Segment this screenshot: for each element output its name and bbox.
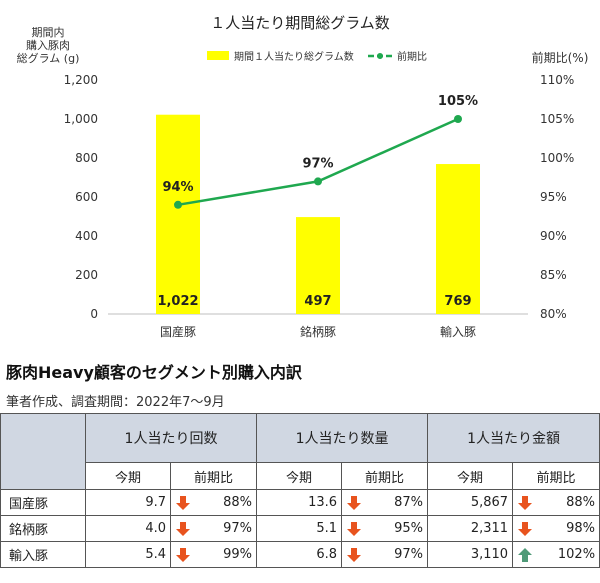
y-tick-right: 90% bbox=[540, 229, 567, 243]
down-arrow-icon bbox=[518, 521, 533, 536]
current-value: 5.4 bbox=[85, 541, 171, 568]
y-tick-left: 1,200 bbox=[64, 73, 98, 87]
current-value: 5,867 bbox=[427, 489, 514, 516]
segment-table: 1人当たり回数 1人当たり数量 1人当たり金額 今期 前期比 今期 前期比 今期… bbox=[0, 413, 600, 568]
change-value: 88% bbox=[223, 495, 253, 510]
y-tick-right: 105% bbox=[540, 112, 574, 126]
y-axis-left-label: 総グラム (g) bbox=[17, 51, 80, 65]
down-arrow-icon bbox=[518, 495, 533, 510]
down-arrow-icon bbox=[176, 547, 190, 562]
y-tick-left: 800 bbox=[75, 151, 98, 165]
down-arrow-icon bbox=[176, 495, 190, 510]
y-tick-right: 100% bbox=[540, 151, 574, 165]
table-row: 輸入豚 5.4 99% 6.8 97% 3,110 102% bbox=[0, 541, 600, 568]
change-cell: 102% bbox=[512, 541, 600, 568]
row-label: 輸入豚 bbox=[0, 541, 86, 568]
line-value-label: 94% bbox=[162, 180, 193, 195]
bar bbox=[296, 217, 340, 314]
source-note: 筆者作成、調査期間：2022年7〜9月 bbox=[6, 395, 225, 410]
change-value: 95% bbox=[394, 521, 424, 536]
line-value-label: 97% bbox=[302, 156, 333, 171]
x-tick-label: 輸入豚 bbox=[440, 324, 476, 339]
y-tick-left: 0 bbox=[90, 307, 98, 321]
change-cell: 88% bbox=[169, 489, 258, 516]
y-axis-right-label: 前期比(%) bbox=[532, 50, 589, 65]
change-value: 97% bbox=[223, 521, 253, 536]
group-header: 1人当たり金額 bbox=[427, 413, 600, 463]
down-arrow-icon bbox=[176, 521, 190, 536]
change-value: 98% bbox=[566, 521, 596, 536]
change-value: 88% bbox=[566, 495, 596, 510]
legend-swatch-bar bbox=[207, 51, 229, 60]
y-tick-left: 200 bbox=[75, 268, 98, 282]
down-arrow-icon bbox=[347, 495, 362, 510]
line-point bbox=[454, 115, 462, 123]
y-tick-left: 400 bbox=[75, 229, 98, 243]
change-cell: 88% bbox=[512, 489, 600, 516]
table-corner bbox=[0, 413, 86, 490]
current-value: 9.7 bbox=[85, 489, 171, 516]
current-value: 2,311 bbox=[427, 515, 514, 542]
change-cell: 95% bbox=[341, 515, 429, 542]
bar-value-label: 497 bbox=[304, 294, 331, 309]
down-arrow-icon bbox=[347, 521, 362, 536]
section-subtitle: 豚肉Heavy顧客のセグメント別購入内訳 bbox=[6, 363, 302, 382]
y-tick-right: 85% bbox=[540, 268, 567, 282]
bar-value-label: 1,022 bbox=[157, 294, 198, 309]
change-value: 87% bbox=[394, 495, 424, 510]
change-cell: 99% bbox=[169, 541, 258, 568]
current-value: 6.8 bbox=[256, 541, 343, 568]
legend-marker-line bbox=[377, 53, 383, 59]
current-value: 13.6 bbox=[256, 489, 343, 516]
current-value: 5.1 bbox=[256, 515, 343, 542]
subheader-change: 前期比 bbox=[512, 462, 600, 490]
group-header: 1人当たり数量 bbox=[256, 413, 429, 463]
change-value: 97% bbox=[394, 547, 424, 562]
current-value: 4.0 bbox=[85, 515, 171, 542]
y-tick-right: 95% bbox=[540, 190, 567, 204]
chart-title: １人当たり期間総グラム数 bbox=[210, 14, 390, 32]
subheader-current: 今期 bbox=[427, 462, 514, 490]
table-row: 銘柄豚 4.0 97% 5.1 95% 2,311 98% bbox=[0, 515, 600, 542]
subheader-change: 前期比 bbox=[341, 462, 429, 490]
group-header: 1人当たり回数 bbox=[84, 413, 258, 463]
row-label: 国産豚 bbox=[0, 489, 86, 516]
current-value: 3,110 bbox=[427, 541, 514, 568]
subheader-current: 今期 bbox=[256, 462, 343, 490]
bar-value-label: 769 bbox=[444, 294, 471, 309]
line-value-label: 105% bbox=[438, 94, 478, 109]
bar bbox=[436, 164, 480, 314]
change-value: 102% bbox=[557, 547, 596, 562]
y-axis-left-label: 購入豚肉 bbox=[26, 38, 70, 52]
subheader-current: 今期 bbox=[85, 462, 171, 490]
legend-label-bar: 期間１人当たり総グラム数 bbox=[234, 50, 354, 63]
y-tick-left: 600 bbox=[75, 190, 98, 204]
change-cell: 98% bbox=[512, 515, 600, 542]
change-cell: 97% bbox=[341, 541, 429, 568]
bar bbox=[156, 114, 200, 315]
y-tick-left: 1,000 bbox=[64, 112, 98, 126]
y-tick-right: 110% bbox=[540, 73, 574, 87]
up-arrow-icon bbox=[518, 547, 533, 562]
change-cell: 97% bbox=[169, 515, 258, 542]
line-point bbox=[314, 177, 322, 186]
line-point bbox=[174, 200, 182, 209]
x-tick-label: 銘柄豚 bbox=[300, 324, 336, 339]
legend-label-line: 前期比 bbox=[397, 50, 427, 63]
row-label: 銘柄豚 bbox=[0, 515, 86, 542]
y-axis-left-label: 期間内 bbox=[32, 25, 65, 39]
change-cell: 87% bbox=[341, 489, 429, 516]
subheader-change: 前期比 bbox=[169, 462, 258, 490]
x-tick-label: 国産豚 bbox=[160, 324, 196, 339]
table-row: 国産豚 9.7 88% 13.6 87% 5,867 88% bbox=[0, 489, 600, 516]
change-value: 99% bbox=[223, 547, 253, 562]
down-arrow-icon bbox=[347, 547, 362, 562]
y-tick-right: 80% bbox=[540, 307, 567, 321]
